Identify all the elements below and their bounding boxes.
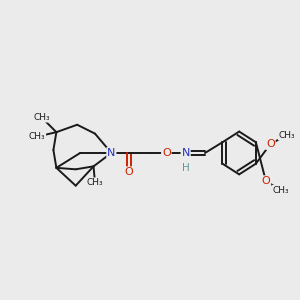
- Text: O: O: [262, 176, 270, 186]
- Text: O: O: [162, 148, 171, 158]
- Text: CH₃: CH₃: [29, 132, 45, 141]
- Text: CH₃: CH₃: [278, 130, 295, 140]
- Text: N: N: [182, 148, 190, 158]
- Text: CH₃: CH₃: [272, 186, 289, 195]
- Text: H: H: [182, 163, 190, 173]
- Text: O: O: [266, 139, 275, 149]
- Text: CH₃: CH₃: [33, 113, 50, 122]
- Text: N: N: [107, 148, 116, 158]
- Text: O: O: [125, 167, 134, 177]
- Text: CH₃: CH₃: [87, 178, 103, 187]
